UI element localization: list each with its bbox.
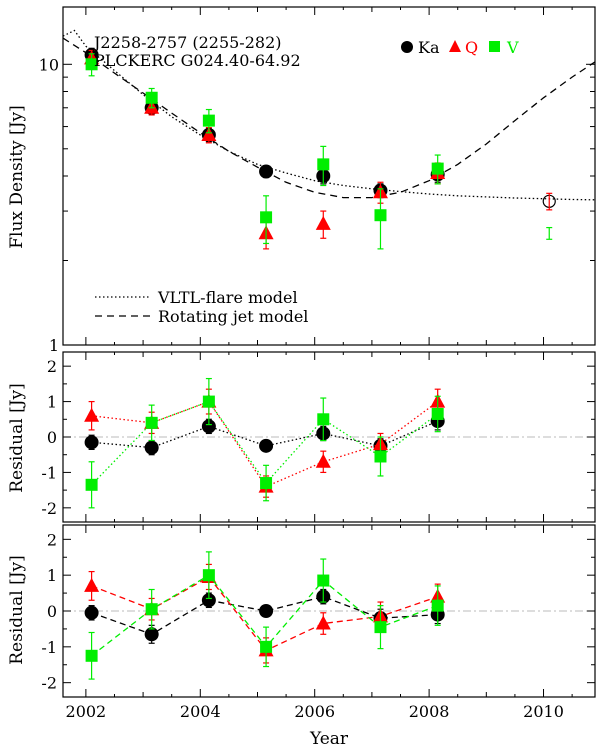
v-residual-point [202,395,215,408]
flux-ylabel: Flux Density [Jy] [7,105,27,249]
y-tick-label: 10 [39,55,59,74]
v-residual-point [202,569,215,582]
chart-subtitle: PLCKERC G024.40-64.92 [94,51,301,70]
v-flux-later-point [546,226,553,240]
v-residual-point [145,416,158,429]
legend-jet-label: Rotating jet model [158,307,308,326]
v-flux-point [145,91,158,104]
v-flux-point [374,209,387,222]
chart-title: J2258-2757 (2255-282) [92,33,282,52]
ka-residual-point [84,605,99,620]
legend-q-label: Q [465,38,478,57]
v-flux-point [85,58,98,71]
x-tick-label: 2008 [409,702,450,721]
legend-v-marker [489,41,500,52]
residual-vltl-panel: -2 -1 0 1 2 [41,351,596,523]
v-flux-point [431,162,444,175]
legend-q-marker [449,40,461,52]
y-tick-label: 1 [47,566,57,585]
y-tick-label: -1 [41,463,57,482]
ka-residual-point [201,593,216,608]
x-axis-label: Year [309,729,349,748]
ka-residual-point [84,435,99,450]
v-residual-point [85,649,98,662]
ka-residual-point [144,627,159,642]
y-tick-label: 1 [49,336,59,355]
vltl-model-curve [62,29,596,201]
q-flux-later-point [546,192,553,211]
ka-residual-point [259,604,274,618]
model-legend: VLTL-flare model Rotating jet model [95,288,308,326]
v-residual-point [145,603,158,616]
q-residual-point [84,407,100,422]
x-tick-label: 2006 [294,702,335,721]
ka-residual-point [259,438,274,453]
legend-ka-marker [401,41,413,53]
v-residual-point [431,407,444,420]
q-residual-point [315,453,331,468]
q-flux-point [315,215,331,230]
q-residual-point [84,577,100,592]
residual-jet-panel: -2 -1 0 1 2 2002 2004 2006 2008 2010 [41,524,596,721]
symbol-legend: Ka Q V [401,38,519,57]
v-residual-point [317,413,330,426]
flux-panel: 1 10 [39,6,596,355]
y-tick-label: -2 [41,674,57,693]
v-residual-point [260,477,273,490]
v-residual-point [85,478,98,491]
v-residual-point [431,599,444,612]
v-residual-point [260,640,273,653]
y-tick-label: -1 [41,638,57,657]
v-residual-point [374,450,387,463]
y-tick-label: 0 [47,428,57,447]
ka-residual-point [201,419,216,434]
v-flux-point [260,211,273,224]
v-flux-point [202,114,215,127]
q-residual-point [315,615,331,630]
y-tick-label: 0 [47,602,57,621]
legend-v-label: V [506,38,519,57]
v-residual-point [317,574,330,587]
ka-residual-point [144,440,159,455]
residual-vltl-ylabel: Residual [Jy] [7,383,27,493]
ka-flux-point [259,164,274,179]
q-flux-point [201,126,217,141]
x-tick-label: 2010 [523,702,564,721]
y-tick-label: -2 [41,499,57,518]
y-tick-label: 2 [47,530,57,549]
legend-vltl-label: VLTL-flare model [157,288,298,307]
y-tick-label: 2 [47,357,57,376]
residual-jet-ylabel: Residual [Jy] [7,555,27,665]
v-residual-point [374,621,387,634]
v-flux-point [317,158,330,171]
legend-ka-label: Ka [418,38,440,57]
x-tick-label: 2002 [66,702,107,721]
x-tick-label: 2004 [180,702,221,721]
y-tick-label: 1 [47,393,57,412]
